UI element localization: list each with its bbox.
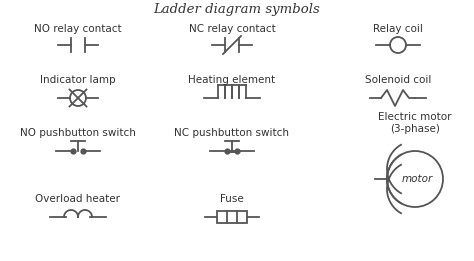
Text: NO pushbutton switch: NO pushbutton switch	[20, 128, 136, 138]
Text: Overload heater: Overload heater	[36, 194, 120, 204]
Text: NO relay contact: NO relay contact	[34, 24, 122, 34]
Text: Electric motor
(3-phase): Electric motor (3-phase)	[378, 112, 452, 134]
Text: Heating element: Heating element	[189, 75, 275, 85]
FancyBboxPatch shape	[217, 211, 247, 223]
Text: Indicator lamp: Indicator lamp	[40, 75, 116, 85]
Text: Ladder diagram symbols: Ladder diagram symbols	[154, 3, 320, 15]
Text: motor: motor	[401, 174, 433, 184]
Text: NC relay contact: NC relay contact	[189, 24, 275, 34]
Text: Solenoid coil: Solenoid coil	[365, 75, 431, 85]
Text: Fuse: Fuse	[220, 194, 244, 204]
Text: NC pushbutton switch: NC pushbutton switch	[174, 128, 290, 138]
Text: Relay coil: Relay coil	[373, 24, 423, 34]
